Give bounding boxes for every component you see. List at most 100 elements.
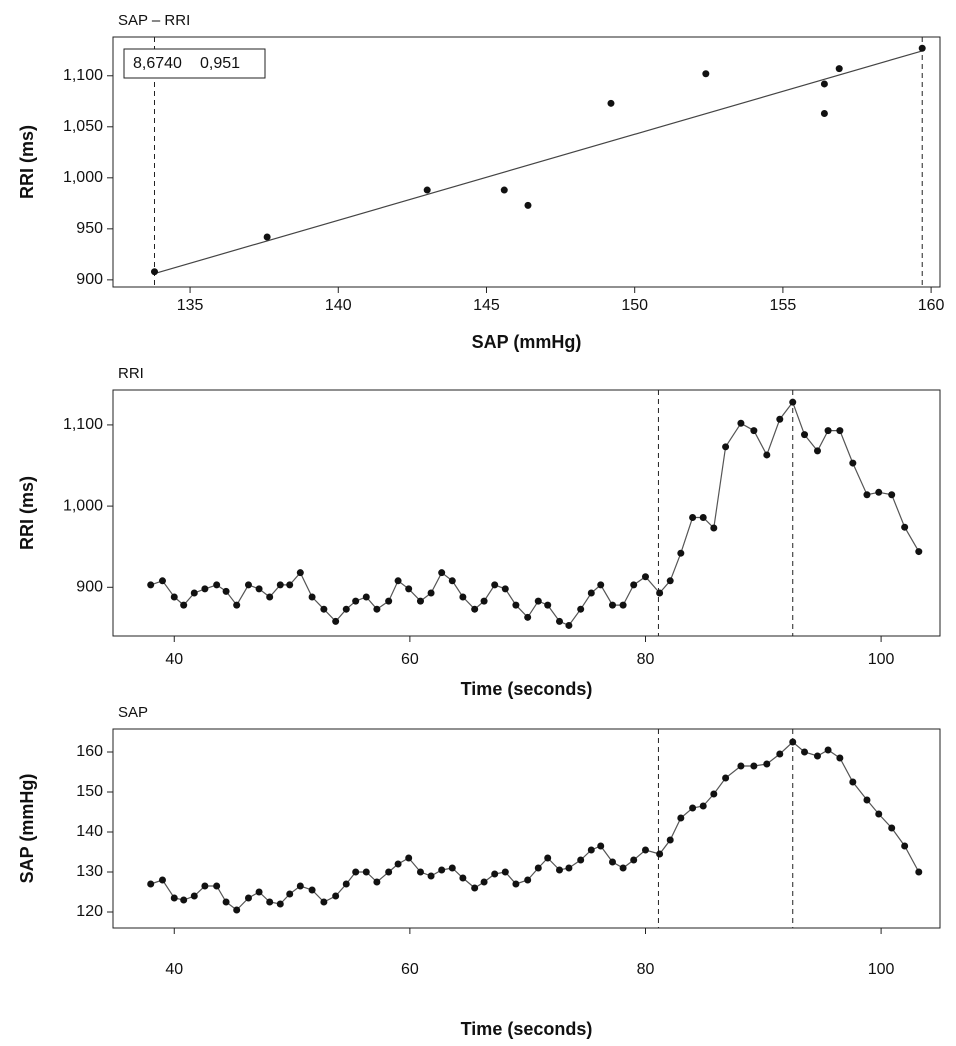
point	[448, 577, 456, 585]
x-tick-label: 150	[621, 297, 648, 314]
annotation: 8,6740	[133, 55, 182, 72]
point	[180, 896, 188, 904]
point	[491, 870, 499, 878]
point	[385, 597, 393, 605]
point	[501, 868, 509, 876]
point	[320, 605, 328, 613]
point	[373, 605, 381, 613]
point	[813, 752, 821, 760]
point	[789, 738, 797, 746]
point	[534, 864, 542, 872]
y-axis-label: RRI (ms)	[17, 125, 37, 199]
point	[308, 593, 316, 601]
plot-frame	[112, 389, 941, 637]
point	[500, 186, 508, 194]
point	[170, 593, 178, 601]
point	[763, 760, 771, 768]
point	[666, 577, 674, 585]
point	[863, 796, 871, 804]
point	[824, 746, 832, 754]
point	[836, 427, 844, 435]
panel-title: RRI	[118, 365, 144, 382]
point	[836, 754, 844, 762]
point	[147, 880, 155, 888]
point	[915, 868, 923, 876]
point	[875, 810, 883, 818]
point	[776, 415, 784, 423]
x-axis-label: SAP (mmHg)	[472, 332, 582, 352]
point	[213, 581, 221, 589]
point	[512, 601, 520, 609]
x-tick-label: 80	[637, 961, 655, 978]
point	[534, 597, 542, 605]
point	[776, 750, 784, 758]
series-line	[150, 741, 920, 911]
point	[286, 890, 294, 898]
x-tick-label: 60	[401, 961, 419, 978]
point	[849, 778, 857, 786]
point	[824, 427, 832, 435]
point	[750, 427, 758, 435]
point	[459, 874, 467, 882]
point	[276, 900, 284, 908]
point	[180, 601, 188, 609]
x-tick-label: 160	[918, 297, 945, 314]
x-axis-label: Time (seconds)	[461, 1019, 593, 1039]
point	[362, 868, 370, 876]
point	[789, 398, 797, 406]
point	[405, 585, 413, 593]
point	[416, 868, 424, 876]
point	[820, 80, 828, 88]
point	[255, 888, 263, 896]
point	[459, 593, 467, 601]
point	[915, 548, 923, 556]
point	[255, 585, 263, 593]
point	[296, 882, 304, 890]
y-tick-label: 1,000	[63, 497, 103, 514]
point	[501, 585, 509, 593]
point	[480, 878, 488, 886]
point	[373, 878, 381, 886]
point	[587, 589, 595, 597]
point	[710, 790, 718, 798]
point	[801, 748, 809, 756]
point	[619, 601, 627, 609]
point	[722, 443, 730, 451]
point	[699, 802, 707, 810]
point	[352, 597, 360, 605]
point	[656, 850, 664, 858]
x-tick-label: 60	[401, 651, 419, 668]
point	[763, 451, 771, 459]
point	[385, 868, 393, 876]
point	[342, 605, 350, 613]
point	[524, 876, 532, 884]
point	[577, 856, 585, 864]
point	[544, 854, 552, 862]
point	[448, 864, 456, 872]
annotation: 0,951	[200, 55, 240, 72]
point	[244, 581, 252, 589]
point	[158, 876, 166, 884]
y-tick-label: 950	[76, 220, 103, 237]
point	[677, 549, 685, 557]
point	[597, 581, 605, 589]
point	[577, 605, 585, 613]
point	[737, 419, 745, 427]
point	[918, 44, 926, 52]
y-tick-label: 1,050	[63, 118, 103, 135]
point	[405, 854, 413, 862]
point	[710, 524, 718, 532]
point	[820, 110, 828, 118]
point	[471, 605, 479, 613]
point	[524, 613, 532, 621]
x-tick-label: 140	[325, 297, 352, 314]
point	[427, 872, 435, 880]
y-tick-label: 140	[76, 823, 103, 840]
point	[565, 621, 573, 629]
x-tick-label: 145	[473, 297, 500, 314]
point	[394, 860, 402, 868]
point	[201, 882, 209, 890]
fit-line	[154, 50, 923, 275]
y-tick-label: 900	[76, 579, 103, 596]
